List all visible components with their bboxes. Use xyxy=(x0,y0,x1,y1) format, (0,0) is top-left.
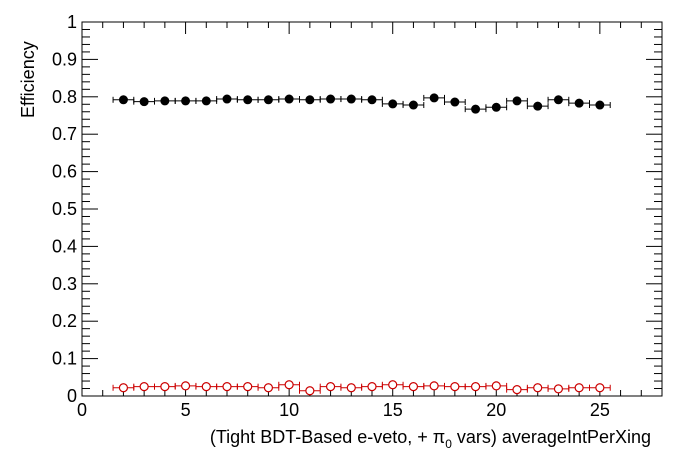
data-point xyxy=(243,382,253,392)
data-point xyxy=(450,382,460,392)
data-point xyxy=(263,383,274,393)
plot-frame xyxy=(81,21,663,397)
data-point xyxy=(222,382,232,392)
y-tick-label: 0.8 xyxy=(52,87,77,107)
data-point xyxy=(388,380,398,390)
data-point xyxy=(408,382,419,392)
data-point xyxy=(139,382,149,392)
data-point xyxy=(595,383,605,393)
data-point xyxy=(533,383,543,393)
x-tick-label: 20 xyxy=(486,400,506,420)
data-point xyxy=(553,95,563,105)
data-point xyxy=(512,96,522,106)
y-tick-label: 0.4 xyxy=(52,236,77,256)
data-point xyxy=(222,94,232,104)
data-point xyxy=(201,382,211,392)
data-point xyxy=(325,382,336,392)
x-axis-title-prefix: (Tight BDT-Based e-veto, + xyxy=(210,427,433,447)
data-point xyxy=(118,383,129,393)
x-axis-title-suffix: vars) averageIntPerXing xyxy=(452,427,651,447)
data-point xyxy=(284,380,294,390)
data-point xyxy=(471,104,481,114)
y-tick-label: 0.6 xyxy=(52,162,77,182)
series-2 xyxy=(112,380,611,396)
x-axis-title-subscript: 0 xyxy=(445,437,452,451)
data-point xyxy=(429,93,439,103)
series-1 xyxy=(112,93,611,114)
data-point xyxy=(181,96,191,106)
y-tick-label: 0.5 xyxy=(52,199,77,219)
data-point xyxy=(160,382,170,392)
y-tick-label: 0.7 xyxy=(52,124,77,144)
data-point xyxy=(367,382,377,392)
data-point xyxy=(201,96,211,106)
y-tick-label: 0.3 xyxy=(52,274,77,294)
data-point xyxy=(305,95,315,105)
data-point xyxy=(326,94,336,104)
data-point xyxy=(408,100,418,110)
data-point xyxy=(491,102,501,112)
y-tick-label: 0.9 xyxy=(52,49,77,69)
y-tick-label: 0.1 xyxy=(52,349,77,369)
x-tick-label: 15 xyxy=(383,400,403,420)
x-tick-label: 5 xyxy=(181,400,191,420)
data-point xyxy=(284,94,294,104)
data-point xyxy=(305,386,315,396)
tick-labels-layer: 0 5 10 15 20 25 0 0.1 0.2 0.3 0.4 0.5 0.6 0.7 0.8 0.9 1 xyxy=(52,12,610,420)
y-tick-label: 1 xyxy=(67,12,77,32)
data-point xyxy=(450,97,460,107)
x-tick-label: 10 xyxy=(279,400,299,420)
data-point xyxy=(553,384,564,394)
data-point xyxy=(512,385,522,395)
data-point xyxy=(429,381,439,391)
y-axis-title: Efficiency xyxy=(18,41,38,118)
data-point xyxy=(243,95,253,105)
data-point xyxy=(595,100,605,110)
data-point xyxy=(470,382,481,392)
x-axis-title: (Tight BDT-Based e-veto, + π0 vars) aver… xyxy=(210,427,651,451)
y-tick-label: 0 xyxy=(67,386,77,406)
data-point xyxy=(160,96,170,106)
data-point xyxy=(118,95,128,105)
x-axis-title-pi: π xyxy=(433,427,445,447)
x-tick-label: 0 xyxy=(77,400,87,420)
data-point xyxy=(533,101,543,111)
data-point xyxy=(346,94,356,104)
data-point xyxy=(574,98,584,108)
data-series-layer xyxy=(112,93,611,396)
data-point xyxy=(491,381,501,391)
data-point xyxy=(180,381,191,391)
data-point xyxy=(346,383,356,393)
axis-ticks-layer xyxy=(81,21,663,397)
x-tick-label: 25 xyxy=(590,400,610,420)
y-tick-label: 0.2 xyxy=(52,311,77,331)
data-point xyxy=(139,97,149,107)
data-point xyxy=(388,99,398,109)
plot-frame-layer xyxy=(81,21,663,397)
data-point xyxy=(367,95,377,105)
data-point xyxy=(263,95,273,105)
data-point xyxy=(574,383,584,393)
